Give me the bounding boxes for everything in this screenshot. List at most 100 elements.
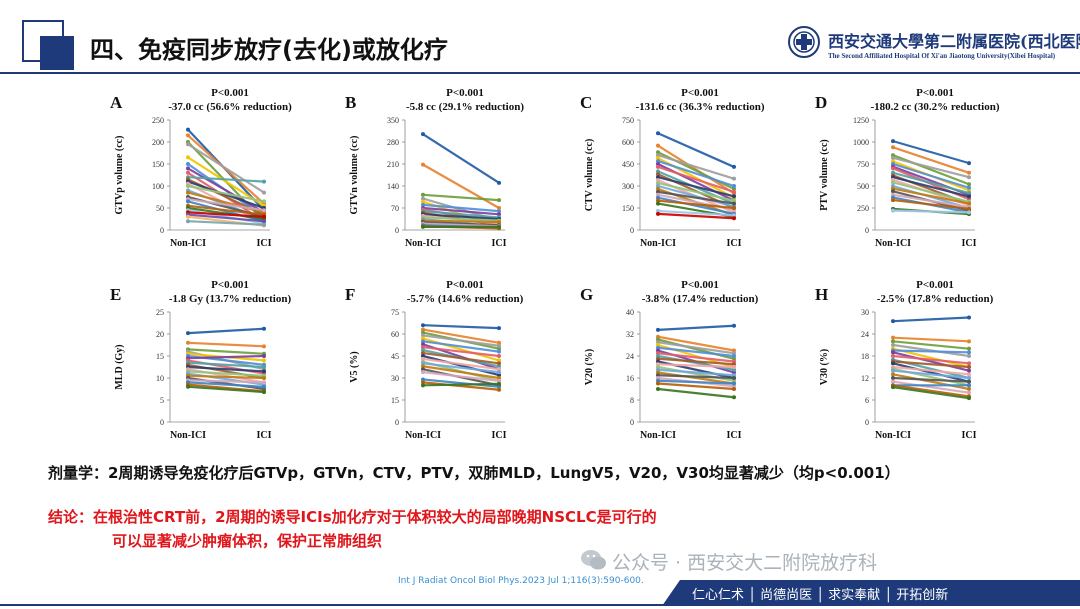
data-point [421,339,425,344]
y-tick-label: 18 [861,352,869,361]
series-line [656,154,736,180]
series-line [656,357,736,366]
y-axis-label: GTVp volume (cc) [114,136,125,215]
data-point [891,372,895,377]
data-point [967,350,971,355]
series-line [186,361,266,369]
data-point [891,180,895,185]
data-point [186,142,190,147]
y-tick-label: 6 [865,396,869,405]
data-point [967,315,971,320]
chart-panel-d: D P<0.001 -180.2 cc (30.2% reduction) 0 250 5… [815,87,1000,249]
chart-panel-c: C P<0.001 -131.6 cc (36.3% reduction) 0 150 3… [580,87,765,249]
data-point [497,387,501,392]
data-point [656,201,660,206]
data-point [497,364,501,369]
series-line [421,340,501,353]
data-point [732,356,736,361]
y-tick-label: 10 [156,374,164,383]
y-tick-label: 450 [622,160,634,169]
data-point [891,376,895,380]
series-line [186,204,266,216]
data-point [656,327,660,332]
series-line [421,206,501,216]
data-point [421,364,425,369]
data-point [421,370,425,375]
series-line [891,156,971,179]
series-line [421,213,501,221]
series-line [656,212,736,220]
data-point [732,387,736,391]
data-point [421,192,425,197]
y-tick-label: 0 [160,226,164,235]
series-line [656,159,736,188]
y-tick-label: 40 [626,308,634,317]
series-line [656,335,736,352]
y-tick-label: 5 [160,396,164,405]
data-point [497,198,501,203]
x-tick-label: Non-ICI [405,430,441,441]
data-point [732,213,736,218]
series-line [891,162,971,189]
data-point [732,198,736,203]
data-point [186,166,190,171]
series-line [186,143,266,194]
x-tick-label: Non-ICI [405,238,441,249]
y-tick-label: 20 [156,330,164,339]
series-line [891,354,971,365]
series-line [186,341,266,348]
data-point [891,350,895,355]
x-tick-label: ICI [491,238,506,249]
data-point [732,370,736,375]
data-point [421,224,425,229]
data-point [967,372,971,377]
data-point [891,385,895,390]
y-tick-label: 1000 [853,138,869,147]
data-point [656,365,660,369]
data-point [891,145,895,150]
data-point [262,390,266,395]
series-line [656,190,736,205]
footer-motto: 仁心仁术 │ 尚德尚医 │ 求实奉献 │ 开拓创新 [692,588,949,603]
data-point [421,383,425,388]
data-point [497,354,501,358]
data-point [186,184,190,188]
bottom-divider [0,604,1080,606]
data-point [262,326,266,331]
data-point [421,356,425,361]
y-tick-label: 0 [160,418,164,427]
data-point [656,340,660,345]
chart-panel-b: B P<0.001 -5.8 cc (29.1% reduction) 0 70 140 2… [345,87,524,249]
series-line [656,382,736,391]
dosimetry-charts: A P<0.001-37.0 cc (56.6% reduction)050100… [110,87,1000,441]
y-tick-label: 1250 [853,116,869,125]
data-point [656,131,660,136]
p-value-label: P<0.001 [446,279,484,291]
data-point [186,133,190,138]
series-line [186,327,266,335]
data-point [967,206,971,211]
data-point [967,383,971,388]
data-point [967,365,971,369]
y-tick-label: 250 [152,116,164,125]
data-point [656,334,660,339]
data-point [186,127,190,132]
data-point [967,175,971,180]
y-tick-label: 45 [391,352,399,361]
data-point [732,384,736,389]
data-point [497,180,501,185]
series-line [421,163,501,210]
series-line [421,351,501,365]
p-value-label: P<0.001 [446,87,484,99]
series-line [186,348,266,355]
chart-panel-g: G P<0.001 -3.8% (17.4% reduction) 0 8 16 24 32 4… [580,279,759,441]
data-point [967,379,971,384]
data-point [421,323,425,328]
series-line [656,176,736,198]
data-point [656,211,660,216]
data-point [262,214,266,219]
data-point [891,139,895,144]
panel-letter: A [110,93,123,112]
p-value-label: P<0.001 [681,87,719,99]
y-tick-label: 25 [156,308,164,317]
